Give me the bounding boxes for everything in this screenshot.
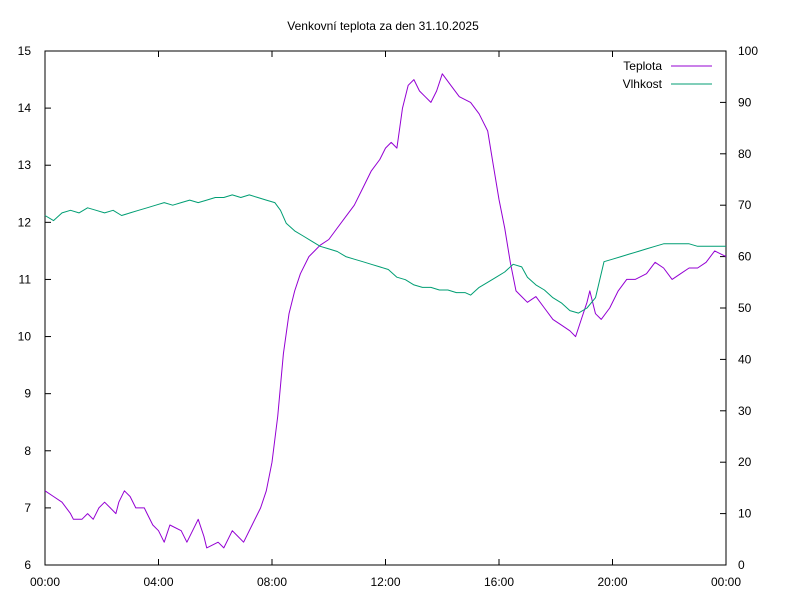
y2-tick-label: 0 xyxy=(738,558,745,572)
series-group xyxy=(44,73,727,549)
x-tick-label: 00:00 xyxy=(711,575,741,589)
x-tick-label: 04:00 xyxy=(143,575,173,589)
x-tick-label: 16:00 xyxy=(484,575,514,589)
x-tick-label: 08:00 xyxy=(257,575,287,589)
y2-tick-label: 20 xyxy=(738,455,752,469)
series-line-vlhkost xyxy=(44,194,726,314)
legend: Teplota Vlhkost xyxy=(623,59,712,91)
plot-frame xyxy=(44,50,727,566)
legend-label: Teplota xyxy=(623,59,662,73)
right-y-axis: 0 10 20 30 40 50 60 70 80 90 100 xyxy=(720,44,758,572)
y-tick-label: 15 xyxy=(18,44,32,58)
x-tick-label: 00:00 xyxy=(30,575,60,589)
y-tick-label: 9 xyxy=(24,387,31,401)
chart-title: Venkovní teplota za den 31.10.2025 xyxy=(287,19,479,33)
y2-tick-label: 40 xyxy=(738,352,752,366)
y2-tick-label: 30 xyxy=(738,404,752,418)
legend-label: Vlhkost xyxy=(623,77,663,91)
y2-tick-label: 70 xyxy=(738,198,752,212)
y-tick-label: 10 xyxy=(18,330,32,344)
y-tick-label: 7 xyxy=(24,501,31,515)
left-y-axis: 6 7 8 9 10 11 12 13 14 15 xyxy=(18,44,51,572)
y2-tick-label: 90 xyxy=(738,95,752,109)
series-line-teplota xyxy=(44,73,727,549)
y-tick-label: 12 xyxy=(18,215,32,229)
x-tick-label: 20:00 xyxy=(597,575,627,589)
y-tick-label: 6 xyxy=(24,558,31,572)
y2-tick-label: 50 xyxy=(738,301,752,315)
y2-tick-label: 100 xyxy=(738,44,758,58)
x-tick-label: 12:00 xyxy=(370,575,400,589)
y2-tick-label: 80 xyxy=(738,147,752,161)
y-tick-label: 11 xyxy=(19,272,32,286)
x-axis: 00:00 04:00 08:00 12:00 16:00 20:00 00:00 xyxy=(30,51,741,589)
y2-tick-label: 10 xyxy=(738,507,752,521)
y-tick-label: 13 xyxy=(18,158,32,172)
y-tick-label: 8 xyxy=(24,444,31,458)
y2-tick-label: 60 xyxy=(738,250,752,264)
y-tick-label: 14 xyxy=(18,101,32,115)
